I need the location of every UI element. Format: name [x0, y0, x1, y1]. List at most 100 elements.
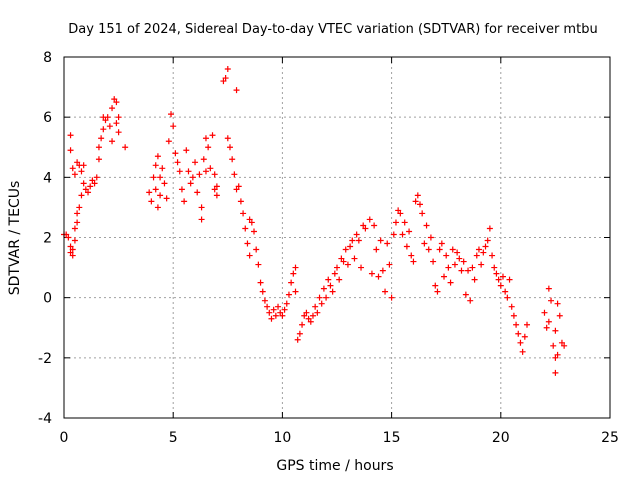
data-point: [484, 237, 491, 244]
data-point: [115, 114, 122, 121]
data-point: [524, 321, 531, 328]
data-point: [224, 66, 231, 73]
data-point: [85, 189, 92, 196]
data-point: [205, 144, 212, 151]
data-point: [458, 267, 465, 274]
data-point: [152, 186, 159, 193]
data-point: [296, 330, 303, 337]
data-point: [187, 180, 194, 187]
data-point: [382, 288, 389, 295]
y-tick-label: -4: [38, 411, 52, 427]
data-point: [69, 246, 76, 253]
data-point: [515, 330, 522, 337]
data-point: [246, 252, 253, 259]
x-tick-label: 5: [169, 430, 178, 446]
data-point: [157, 174, 164, 181]
y-tick-label: 4: [43, 170, 52, 186]
data-point: [301, 312, 308, 319]
data-point: [102, 117, 109, 124]
data-point: [432, 282, 439, 289]
data-point: [478, 261, 485, 268]
data-point: [211, 171, 218, 178]
data-point: [154, 204, 161, 211]
data-point: [334, 264, 340, 271]
data-point: [545, 285, 552, 292]
data-point: [360, 222, 367, 229]
data-point: [410, 258, 417, 265]
data-point: [74, 159, 81, 166]
data-point: [288, 279, 295, 286]
data-point: [489, 252, 496, 259]
data-point: [185, 168, 192, 175]
data-point: [430, 258, 437, 265]
data-point: [502, 288, 509, 295]
data-point: [202, 135, 209, 142]
data-point: [100, 126, 107, 133]
data-point: [65, 234, 72, 241]
data-point: [198, 216, 205, 223]
data-point: [493, 270, 500, 277]
data-point: [150, 174, 157, 181]
data-point: [87, 183, 94, 190]
data-point: [556, 312, 563, 319]
data-point: [519, 348, 526, 355]
data-point: [261, 297, 268, 304]
data-point: [202, 168, 209, 175]
data-point: [517, 339, 524, 346]
data-point: [521, 333, 528, 340]
data-point: [510, 312, 517, 319]
data-point: [329, 288, 336, 295]
data-point: [248, 219, 255, 226]
data-point: [183, 147, 190, 154]
data-point: [290, 270, 297, 277]
data-point: [168, 111, 175, 118]
data-point: [161, 180, 168, 187]
data-point: [279, 312, 286, 319]
y-axis-label: SDTVAR / TECUs: [7, 181, 23, 296]
data-point: [292, 288, 299, 295]
data-point: [181, 198, 188, 205]
data-point: [93, 174, 100, 181]
data-point: [242, 225, 249, 232]
data-point: [371, 222, 378, 229]
data-point: [388, 294, 395, 301]
y-tick-label: 0: [43, 291, 52, 307]
data-point: [362, 225, 369, 232]
data-point: [213, 192, 220, 199]
data-point: [445, 264, 452, 271]
data-point: [113, 120, 120, 127]
x-axis-label: GPS time / hours: [276, 458, 393, 474]
data-point: [78, 168, 85, 175]
data-point: [451, 261, 458, 268]
data-point: [235, 183, 242, 190]
data-point: [305, 315, 312, 322]
data-point: [277, 309, 284, 316]
y-tick-label: 6: [43, 110, 52, 126]
data-point: [395, 207, 402, 214]
data-point: [244, 240, 251, 247]
data-point: [259, 288, 266, 295]
data-point: [320, 285, 327, 292]
data-point: [95, 144, 102, 151]
data-point: [421, 240, 428, 247]
data-point: [408, 252, 415, 259]
data-point: [349, 237, 356, 244]
data-point: [178, 186, 185, 193]
data-point: [506, 276, 513, 283]
data-point: [316, 294, 323, 301]
data-point: [74, 210, 81, 217]
data-point: [550, 342, 557, 349]
y-tick-label: 8: [43, 50, 52, 66]
data-point: [325, 276, 332, 283]
data-point: [469, 264, 476, 271]
x-tick-label: 10: [273, 430, 291, 446]
data-point: [318, 300, 325, 307]
data-point: [159, 165, 166, 172]
data-point: [561, 342, 568, 349]
plot-frame: [63, 56, 611, 419]
data-point: [80, 180, 87, 187]
data-point: [285, 291, 292, 298]
data-point: [465, 267, 472, 274]
data-point: [283, 300, 290, 307]
